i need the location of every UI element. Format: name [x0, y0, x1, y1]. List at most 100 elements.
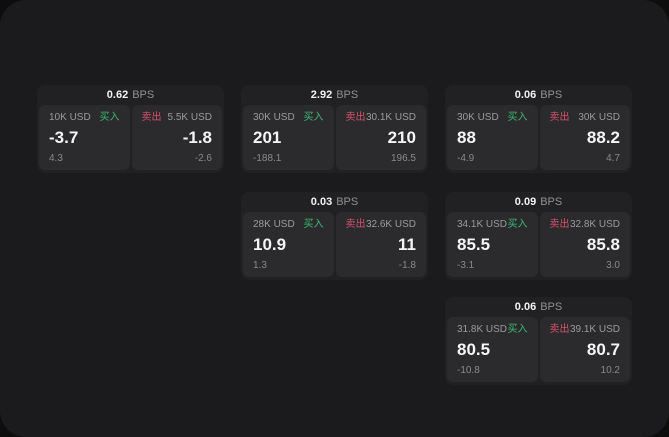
sell-price: 11 [398, 235, 416, 254]
buy-notional: 10K USD [49, 112, 91, 123]
sell-notional: 30K USD [578, 112, 620, 123]
bps-header: 0.03 BPS [243, 192, 426, 212]
sell-panel[interactable]: 卖出 30K USD 88.2 4.7 [539, 105, 630, 170]
sell-label: 卖出 [141, 112, 162, 123]
buy-panel-top: 30K USD 买入 [457, 111, 528, 124]
bps-unit-label: BPS [540, 89, 563, 101]
sell-panel-top: 卖出 39.1K USD [550, 323, 621, 336]
sell-label: 卖出 [345, 112, 366, 123]
bps-value: 0.62 [106, 89, 129, 101]
buy-notional: 34.1K USD [457, 219, 508, 230]
sell-panel[interactable]: 卖出 32.8K USD 85.8 3.0 [539, 212, 630, 277]
bps-header: 0.06 BPS [447, 297, 630, 317]
sell-panel-top: 卖出 32.6K USD [346, 218, 417, 231]
buy-delta: -188.1 [253, 153, 282, 164]
sell-delta: 10.2 [600, 365, 620, 376]
bps-header: 0.62 BPS [39, 85, 222, 105]
quote-card: 0.06 BPS 30K USD 买入 88 -4.9 卖出 30K USD 8… [445, 85, 632, 173]
quote-card: 0.06 BPS 31.8K USD 买入 80.5 -10.8 卖出 39.1… [445, 297, 632, 385]
sell-notional: 32.6K USD [365, 219, 416, 230]
quote-panels: 34.1K USD 买入 85.5 -3.1 卖出 32.8K USD 85.8… [447, 212, 630, 277]
buy-price: 80.5 [457, 340, 491, 359]
sell-delta: 196.5 [390, 153, 416, 164]
buy-delta: -3.1 [457, 260, 475, 271]
sell-label: 卖出 [549, 219, 570, 230]
bps-value: 0.03 [310, 196, 333, 208]
sell-panel-top: 卖出 30K USD [550, 111, 621, 124]
buy-panel[interactable]: 31.8K USD 买入 80.5 -10.8 [447, 317, 538, 382]
buy-delta: -10.8 [457, 365, 480, 376]
sell-delta: 4.7 [606, 153, 620, 164]
sell-notional: 39.1K USD [569, 324, 620, 335]
bps-value: 0.06 [514, 301, 537, 313]
buy-label: 买入 [507, 112, 528, 123]
buy-panel-top: 30K USD 买入 [253, 111, 324, 124]
bps-unit-label: BPS [540, 301, 563, 313]
sell-panel[interactable]: 卖出 5.5K USD -1.8 -2.6 [131, 105, 222, 170]
buy-label: 买入 [303, 112, 324, 123]
sell-panel[interactable]: 卖出 32.6K USD 11 -1.8 [335, 212, 426, 277]
bps-unit-label: BPS [132, 89, 155, 101]
quote-panels: 30K USD 买入 201 -188.1 卖出 30.1K USD 210 1… [243, 105, 426, 170]
buy-notional: 30K USD [457, 112, 499, 123]
buy-label: 买入 [99, 112, 120, 123]
buy-price: 201 [253, 128, 282, 147]
quote-panels: 10K USD 买入 -3.7 4.3 卖出 5.5K USD -1.8 -2.… [39, 105, 222, 170]
buy-label: 买入 [507, 324, 528, 335]
quote-panels: 30K USD 买入 88 -4.9 卖出 30K USD 88.2 4.7 [447, 105, 630, 170]
bps-value: 2.92 [310, 89, 333, 101]
sell-label: 卖出 [549, 112, 570, 123]
quote-card: 2.92 BPS 30K USD 买入 201 -188.1 卖出 30.1K … [241, 85, 428, 173]
bps-unit-label: BPS [540, 196, 563, 208]
buy-panel[interactable]: 30K USD 买入 201 -188.1 [243, 105, 334, 170]
bps-header: 0.06 BPS [447, 85, 630, 105]
buy-panel-top: 31.8K USD 买入 [457, 323, 528, 336]
sell-price: 85.8 [586, 235, 620, 254]
sell-label: 卖出 [345, 219, 366, 230]
buy-panel[interactable]: 34.1K USD 买入 85.5 -3.1 [447, 212, 538, 277]
buy-price: -3.7 [49, 128, 79, 147]
buy-delta: -4.9 [457, 153, 475, 164]
sell-panel-top: 卖出 30.1K USD [346, 111, 417, 124]
sell-panel-top: 卖出 5.5K USD [142, 111, 213, 124]
sell-delta: -2.6 [194, 153, 212, 164]
bps-unit-label: BPS [336, 89, 359, 101]
buy-notional: 31.8K USD [457, 324, 508, 335]
sell-delta: -1.8 [398, 260, 416, 271]
buy-price: 85.5 [457, 235, 491, 254]
sell-price: 210 [387, 128, 416, 147]
bps-unit-label: BPS [336, 196, 359, 208]
sell-delta: 3.0 [606, 260, 620, 271]
buy-label: 买入 [303, 219, 324, 230]
buy-notional: 28K USD [253, 219, 295, 230]
buy-panel-top: 10K USD 买入 [49, 111, 120, 124]
bps-value: 0.09 [514, 196, 537, 208]
sell-panel[interactable]: 卖出 30.1K USD 210 196.5 [335, 105, 426, 170]
sell-notional: 30.1K USD [365, 112, 416, 123]
quote-card: 0.62 BPS 10K USD 买入 -3.7 4.3 卖出 5.5K USD… [37, 85, 224, 173]
buy-price: 88 [457, 128, 476, 147]
buy-panel-top: 34.1K USD 买入 [457, 218, 528, 231]
buy-panel-top: 28K USD 买入 [253, 218, 324, 231]
buy-delta: 4.3 [49, 153, 63, 164]
sell-notional: 5.5K USD [167, 112, 212, 123]
buy-panel[interactable]: 30K USD 买入 88 -4.9 [447, 105, 538, 170]
sell-label: 卖出 [549, 324, 570, 335]
buy-panel[interactable]: 28K USD 买入 10.9 1.3 [243, 212, 334, 277]
sell-panel-top: 卖出 32.8K USD [550, 218, 621, 231]
quote-card: 0.03 BPS 28K USD 买入 10.9 1.3 卖出 32.6K US… [241, 192, 428, 280]
sell-price: 80.7 [586, 340, 620, 359]
quote-panels: 31.8K USD 买入 80.5 -10.8 卖出 39.1K USD 80.… [447, 317, 630, 382]
quote-card: 0.09 BPS 34.1K USD 买入 85.5 -3.1 卖出 32.8K… [445, 192, 632, 280]
sell-notional: 32.8K USD [569, 219, 620, 230]
buy-notional: 30K USD [253, 112, 295, 123]
sell-panel[interactable]: 卖出 39.1K USD 80.7 10.2 [539, 317, 630, 382]
buy-label: 买入 [507, 219, 528, 230]
bps-header: 0.09 BPS [447, 192, 630, 212]
quote-panels: 28K USD 买入 10.9 1.3 卖出 32.6K USD 11 -1.8 [243, 212, 426, 277]
buy-panel[interactable]: 10K USD 买入 -3.7 4.3 [39, 105, 130, 170]
bps-header: 2.92 BPS [243, 85, 426, 105]
buy-delta: 1.3 [253, 260, 267, 271]
buy-price: 10.9 [253, 235, 287, 254]
